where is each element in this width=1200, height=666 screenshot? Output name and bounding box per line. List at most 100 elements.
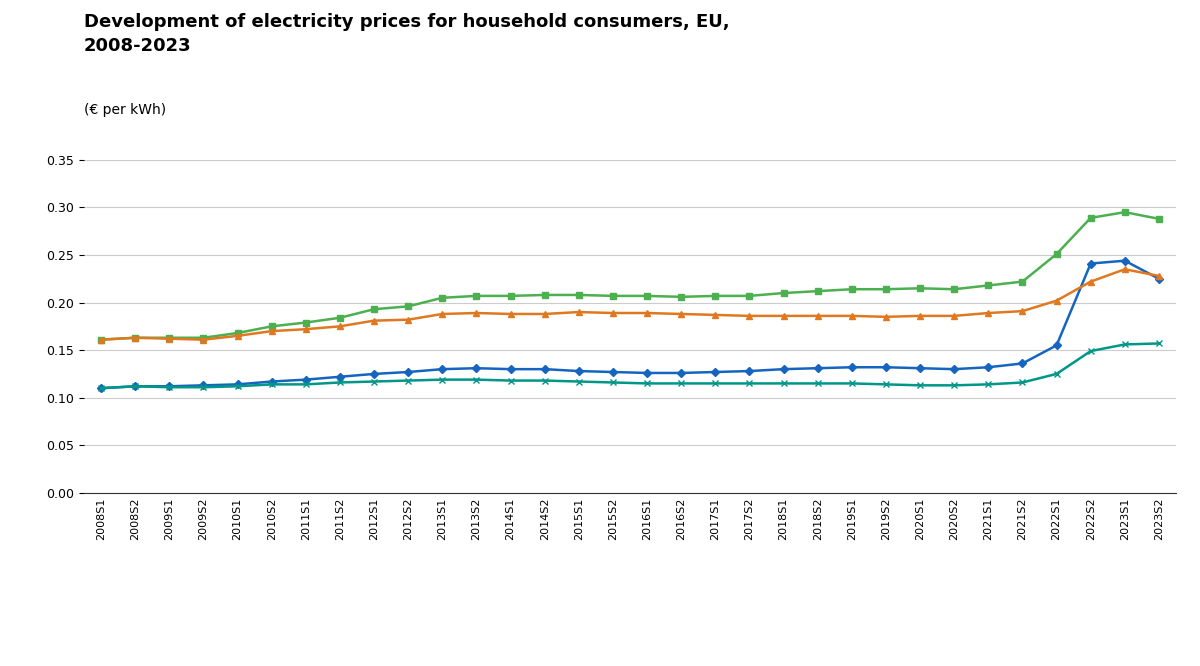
2008S1 prices including taxes adjusted for inflation bbox=[845, 312, 859, 320]
2008S1 prices including taxes adjusted for inflation bbox=[743, 312, 757, 320]
prices including taxes bbox=[674, 293, 689, 301]
2008S1 prices excluding taxes adjusted for inflation bbox=[1084, 347, 1098, 355]
2008S1 prices including taxes adjusted for inflation bbox=[982, 309, 996, 317]
2008S1 prices excluding taxes adjusted for inflation bbox=[1015, 378, 1030, 386]
prices excluding taxes bbox=[538, 365, 552, 373]
prices excluding taxes bbox=[401, 368, 415, 376]
2008S1 prices excluding taxes adjusted for inflation bbox=[1152, 340, 1166, 348]
2008S1 prices including taxes adjusted for inflation bbox=[332, 322, 347, 330]
Line: prices excluding taxes: prices excluding taxes bbox=[98, 258, 1162, 391]
2008S1 prices excluding taxes adjusted for inflation bbox=[230, 382, 245, 390]
prices including taxes bbox=[469, 292, 484, 300]
prices excluding taxes bbox=[1117, 256, 1132, 264]
2008S1 prices excluding taxes adjusted for inflation bbox=[367, 378, 382, 386]
2008S1 prices excluding taxes adjusted for inflation bbox=[128, 382, 143, 390]
prices including taxes bbox=[810, 287, 824, 295]
2008S1 prices excluding taxes adjusted for inflation bbox=[640, 380, 654, 388]
prices including taxes bbox=[947, 285, 961, 293]
prices including taxes bbox=[128, 334, 143, 342]
Line: prices including taxes: prices including taxes bbox=[98, 209, 1162, 342]
prices excluding taxes bbox=[94, 384, 108, 392]
prices excluding taxes bbox=[367, 370, 382, 378]
2008S1 prices excluding taxes adjusted for inflation bbox=[1117, 340, 1132, 348]
prices excluding taxes bbox=[947, 365, 961, 373]
prices including taxes bbox=[503, 292, 517, 300]
Line: 2008S1 prices including taxes adjusted for inflation: 2008S1 prices including taxes adjusted f… bbox=[97, 266, 1163, 343]
prices excluding taxes bbox=[299, 376, 313, 384]
2008S1 prices excluding taxes adjusted for inflation bbox=[674, 380, 689, 388]
2008S1 prices including taxes adjusted for inflation bbox=[674, 310, 689, 318]
prices including taxes bbox=[1152, 215, 1166, 223]
prices including taxes bbox=[367, 305, 382, 313]
prices excluding taxes bbox=[469, 364, 484, 372]
2008S1 prices excluding taxes adjusted for inflation bbox=[197, 383, 211, 391]
2008S1 prices including taxes adjusted for inflation bbox=[1084, 278, 1098, 286]
prices excluding taxes bbox=[128, 382, 143, 390]
2008S1 prices including taxes adjusted for inflation bbox=[436, 310, 450, 318]
2008S1 prices including taxes adjusted for inflation bbox=[1117, 265, 1132, 273]
2008S1 prices including taxes adjusted for inflation bbox=[94, 336, 108, 344]
prices excluding taxes bbox=[982, 363, 996, 371]
2008S1 prices including taxes adjusted for inflation bbox=[538, 310, 552, 318]
2008S1 prices excluding taxes adjusted for inflation bbox=[743, 380, 757, 388]
prices including taxes bbox=[538, 291, 552, 299]
2008S1 prices excluding taxes adjusted for inflation bbox=[606, 378, 620, 386]
2008S1 prices excluding taxes adjusted for inflation bbox=[1049, 370, 1063, 378]
prices excluding taxes bbox=[436, 365, 450, 373]
prices excluding taxes bbox=[230, 380, 245, 388]
2008S1 prices excluding taxes adjusted for inflation bbox=[878, 380, 893, 388]
prices including taxes bbox=[436, 294, 450, 302]
2008S1 prices excluding taxes adjusted for inflation bbox=[162, 383, 176, 391]
prices excluding taxes bbox=[1084, 260, 1098, 268]
2008S1 prices excluding taxes adjusted for inflation bbox=[538, 376, 552, 384]
2008S1 prices excluding taxes adjusted for inflation bbox=[913, 382, 928, 390]
prices including taxes bbox=[332, 314, 347, 322]
prices excluding taxes bbox=[1015, 360, 1030, 368]
2008S1 prices excluding taxes adjusted for inflation bbox=[332, 378, 347, 386]
prices including taxes bbox=[1084, 214, 1098, 222]
2008S1 prices excluding taxes adjusted for inflation bbox=[982, 380, 996, 388]
2008S1 prices including taxes adjusted for inflation bbox=[776, 312, 791, 320]
2008S1 prices including taxes adjusted for inflation bbox=[1015, 307, 1030, 315]
prices excluding taxes bbox=[332, 373, 347, 381]
2008S1 prices excluding taxes adjusted for inflation bbox=[299, 380, 313, 388]
2008S1 prices excluding taxes adjusted for inflation bbox=[503, 376, 517, 384]
prices excluding taxes bbox=[1152, 275, 1166, 283]
prices excluding taxes bbox=[606, 368, 620, 376]
2008S1 prices including taxes adjusted for inflation bbox=[640, 309, 654, 317]
prices including taxes bbox=[878, 285, 893, 293]
2008S1 prices including taxes adjusted for inflation bbox=[197, 336, 211, 344]
prices excluding taxes bbox=[571, 367, 586, 375]
2008S1 prices including taxes adjusted for inflation bbox=[708, 311, 722, 319]
2008S1 prices including taxes adjusted for inflation bbox=[128, 334, 143, 342]
2008S1 prices including taxes adjusted for inflation bbox=[606, 309, 620, 317]
2008S1 prices excluding taxes adjusted for inflation bbox=[810, 380, 824, 388]
prices excluding taxes bbox=[810, 364, 824, 372]
prices including taxes bbox=[640, 292, 654, 300]
2008S1 prices including taxes adjusted for inflation bbox=[878, 313, 893, 321]
2008S1 prices including taxes adjusted for inflation bbox=[299, 325, 313, 333]
2008S1 prices excluding taxes adjusted for inflation bbox=[469, 376, 484, 384]
prices excluding taxes bbox=[1049, 342, 1063, 350]
prices excluding taxes bbox=[878, 363, 893, 371]
prices including taxes bbox=[776, 289, 791, 297]
prices including taxes bbox=[264, 322, 278, 330]
prices including taxes bbox=[982, 282, 996, 290]
prices including taxes bbox=[1015, 278, 1030, 286]
prices excluding taxes bbox=[776, 365, 791, 373]
prices excluding taxes bbox=[162, 382, 176, 390]
2008S1 prices excluding taxes adjusted for inflation bbox=[94, 384, 108, 392]
2008S1 prices including taxes adjusted for inflation bbox=[503, 310, 517, 318]
2008S1 prices excluding taxes adjusted for inflation bbox=[845, 380, 859, 388]
2008S1 prices excluding taxes adjusted for inflation bbox=[776, 380, 791, 388]
2008S1 prices including taxes adjusted for inflation bbox=[230, 332, 245, 340]
prices including taxes bbox=[401, 302, 415, 310]
prices including taxes bbox=[1049, 250, 1063, 258]
2008S1 prices excluding taxes adjusted for inflation bbox=[401, 376, 415, 384]
2008S1 prices including taxes adjusted for inflation bbox=[1152, 272, 1166, 280]
prices excluding taxes bbox=[674, 369, 689, 377]
2008S1 prices including taxes adjusted for inflation bbox=[367, 316, 382, 324]
prices including taxes bbox=[845, 285, 859, 293]
prices including taxes bbox=[162, 334, 176, 342]
prices excluding taxes bbox=[708, 368, 722, 376]
